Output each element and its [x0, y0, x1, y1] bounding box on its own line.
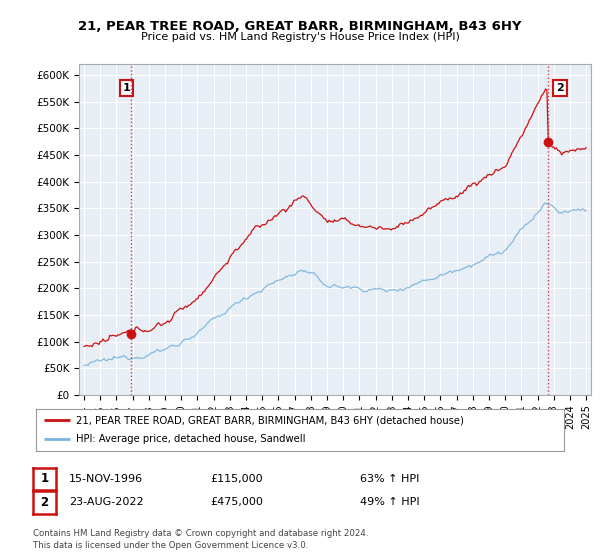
Text: 2: 2 [556, 83, 564, 93]
Text: £115,000: £115,000 [210, 474, 263, 484]
Text: 23-AUG-2022: 23-AUG-2022 [69, 497, 143, 507]
Text: £475,000: £475,000 [210, 497, 263, 507]
Text: 1: 1 [122, 83, 130, 93]
Text: 49% ↑ HPI: 49% ↑ HPI [360, 497, 419, 507]
Text: Contains HM Land Registry data © Crown copyright and database right 2024.: Contains HM Land Registry data © Crown c… [33, 530, 368, 539]
Text: Price paid vs. HM Land Registry's House Price Index (HPI): Price paid vs. HM Land Registry's House … [140, 32, 460, 43]
Text: HPI: Average price, detached house, Sandwell: HPI: Average price, detached house, Sand… [76, 435, 305, 445]
Text: 1: 1 [40, 472, 49, 486]
Text: 21, PEAR TREE ROAD, GREAT BARR, BIRMINGHAM, B43 6HY: 21, PEAR TREE ROAD, GREAT BARR, BIRMINGH… [78, 20, 522, 32]
Text: This data is licensed under the Open Government Licence v3.0.: This data is licensed under the Open Gov… [33, 541, 308, 550]
Text: 63% ↑ HPI: 63% ↑ HPI [360, 474, 419, 484]
Text: 15-NOV-1996: 15-NOV-1996 [69, 474, 143, 484]
Text: 21, PEAR TREE ROAD, GREAT BARR, BIRMINGHAM, B43 6HY (detached house): 21, PEAR TREE ROAD, GREAT BARR, BIRMINGH… [76, 415, 463, 425]
Text: 2: 2 [40, 496, 49, 509]
